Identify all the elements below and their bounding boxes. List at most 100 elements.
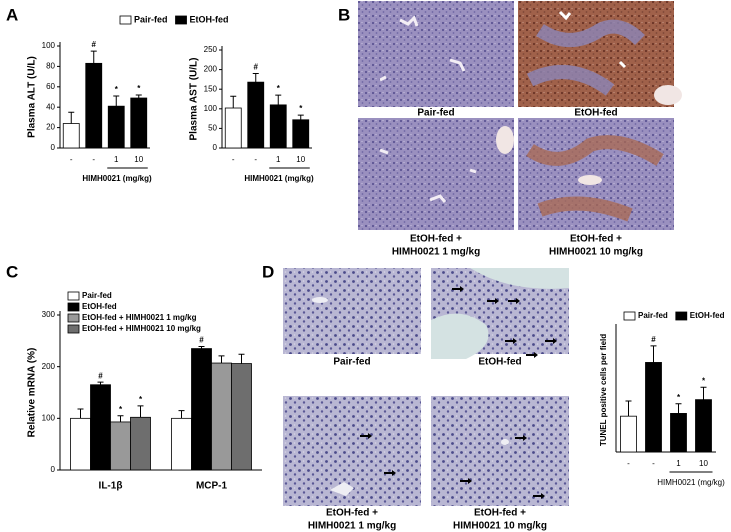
y-axis-label: Plasma ALT (U/L) <box>27 56 38 138</box>
caption-group: Pair-fed EtOH-fed EtOH-fed + HIMH0021 1 mg/… <box>308 357 547 532</box>
micrograph-grid <box>283 268 569 506</box>
bar <box>90 384 111 471</box>
annotation: * <box>277 84 281 93</box>
y-tick-label: 0 <box>51 465 56 474</box>
image-caption: EtOH-fed + <box>474 508 526 519</box>
x-tick-label: - <box>232 155 235 164</box>
x-tick-label: 1 <box>276 155 281 164</box>
bar <box>269 104 287 149</box>
y-tick-label: 0 <box>51 143 56 152</box>
image-caption: HIMH0021 10 mg/kg <box>549 247 643 258</box>
legend-label: EtOH-fed + HIMH0021 1 mg/kg <box>82 313 197 322</box>
panel-label: D <box>262 262 274 281</box>
image-caption: HIMH0021 1 mg/kg <box>392 247 480 258</box>
y-tick-label: 40 <box>46 102 55 111</box>
annotation: * <box>115 85 119 94</box>
bar <box>645 362 662 453</box>
x-tick-label: - <box>70 155 73 164</box>
micrograph <box>358 118 514 230</box>
annotation: * <box>677 393 681 402</box>
x-tick-label: - <box>627 459 630 468</box>
error-bar <box>68 111 75 124</box>
annotation: * <box>702 376 706 385</box>
x-tick-label: IL-1β <box>99 481 123 492</box>
y-tick-label: 60 <box>46 82 55 91</box>
micrograph <box>283 268 421 354</box>
micrograph <box>518 1 674 107</box>
caption-group: Pair-fed EtOH-fed EtOH-fed + HIMH0021 1 mg/… <box>392 108 643 258</box>
error-bar <box>675 403 682 414</box>
image-caption: EtOH-fed + <box>570 234 622 245</box>
y-tick-label: 100 <box>204 104 218 113</box>
annotation: * <box>139 395 143 404</box>
x-axis-label: HIMH0021 (mg/kg) <box>657 478 725 487</box>
y-tick-label: 100 <box>42 41 56 50</box>
x-tick-label: - <box>254 155 257 164</box>
y-tick-label: 150 <box>204 84 218 93</box>
y-tick-label: 200 <box>204 65 218 74</box>
y-axis-label: TUNEL positive cells per field <box>599 334 608 446</box>
image-caption: EtOH-fed + <box>410 234 462 245</box>
bar <box>620 415 637 453</box>
bar-chart: 0 100 200 300 Relative mRNA (%) # * * IL-1β # MCP-… <box>27 291 262 492</box>
image-caption: EtOH-fed + <box>326 508 378 519</box>
error-bar <box>135 94 142 99</box>
bar <box>292 119 310 149</box>
legend-label: EtOH-fed + HIMH0021 10 mg/kg <box>82 324 201 333</box>
image-caption: Pair-fed <box>417 108 454 119</box>
bar <box>130 97 148 149</box>
y-tick-label: 0 <box>213 143 218 152</box>
micrograph <box>358 1 514 107</box>
bar <box>695 399 712 453</box>
annotation: # <box>651 335 656 344</box>
legend-label: Pair-fed <box>134 14 168 24</box>
x-tick-label: 10 <box>134 155 143 164</box>
bar-chart: 0 20 40 60 80 100 Plasma ALT (U/L) - # - * 1 * 10 HIMH… <box>27 14 229 183</box>
bar-chart: TUNEL positive cells per field - # - * 1 * 10 HI… <box>599 311 725 487</box>
annotation: # <box>254 63 259 72</box>
bar <box>110 421 131 471</box>
legend-swatch <box>67 302 80 312</box>
image-caption: Pair-fed <box>333 357 370 368</box>
legend-label: EtOH-fed <box>82 302 117 311</box>
legend-label: Pair-fed <box>638 311 668 320</box>
image-caption: HIMH0021 10 mg/kg <box>453 521 547 532</box>
panel-label: B <box>338 5 350 24</box>
error-bar <box>90 50 97 64</box>
y-axis-label: Plasma AST (U/L) <box>189 58 200 141</box>
y-tick-label: 250 <box>204 45 218 54</box>
error-bar <box>218 355 225 364</box>
bar <box>247 81 265 149</box>
bar <box>224 107 242 149</box>
panel-label: C <box>6 262 18 281</box>
x-axis-label: HIMH0021 (mg/kg) <box>244 174 314 183</box>
legend-swatch <box>175 15 187 25</box>
y-tick-label: 50 <box>208 124 217 133</box>
bar <box>130 416 151 471</box>
annotation: * <box>299 104 303 113</box>
bar <box>670 413 687 453</box>
error-bar <box>252 73 259 83</box>
annotation: * <box>119 405 123 414</box>
bar <box>70 417 91 471</box>
micrograph-grid <box>358 1 682 230</box>
error-bar <box>275 94 282 105</box>
y-tick-label: 20 <box>46 123 55 132</box>
y-axis-label: Relative mRNA (%) <box>27 348 38 438</box>
y-tick-label: 300 <box>42 310 56 319</box>
legend-swatch <box>67 324 80 334</box>
bar <box>107 105 125 149</box>
annotation: # <box>98 371 103 380</box>
error-bar <box>113 95 120 107</box>
bar <box>211 362 232 471</box>
legend-swatch <box>675 311 688 321</box>
image-caption: EtOH-fed <box>574 108 617 119</box>
x-tick-label: - <box>92 155 95 164</box>
error-bar <box>178 410 185 419</box>
error-bar <box>198 346 205 349</box>
x-axis-label: HIMH0021 (mg/kg) <box>82 174 152 183</box>
bar <box>191 348 212 471</box>
legend-label: EtOH-fed <box>190 14 229 24</box>
legend-swatch <box>67 291 80 301</box>
